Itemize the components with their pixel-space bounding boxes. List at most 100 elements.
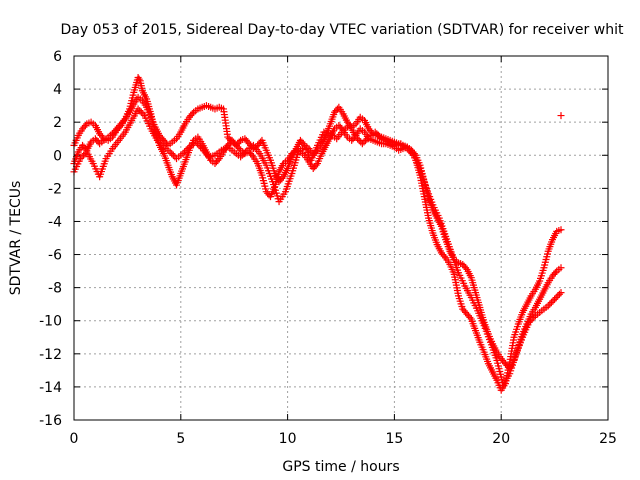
data-point (466, 313, 474, 321)
data-point (530, 313, 538, 321)
x-axis-title: GPS time / hours (282, 459, 399, 475)
data-point (408, 150, 416, 158)
x-tick-label: 25 (599, 431, 617, 447)
data-point (525, 318, 533, 326)
data-point (166, 148, 174, 156)
data-point (136, 107, 144, 115)
data-point (153, 136, 161, 144)
data-point (137, 108, 145, 116)
data-point (555, 290, 563, 298)
data-point (363, 135, 371, 143)
data-point (406, 148, 414, 156)
y-tick-label: -10 (39, 314, 62, 330)
data-point (169, 151, 177, 159)
data-point (116, 123, 124, 131)
y-tick-label: 6 (53, 49, 62, 65)
data-point (557, 112, 565, 120)
data-point (240, 150, 248, 158)
data-point (544, 302, 552, 310)
data-point (554, 292, 562, 300)
data-point (352, 133, 360, 141)
data-point (193, 140, 201, 148)
x-tick-label: 10 (279, 431, 297, 447)
data-point (139, 110, 147, 118)
data-point (248, 151, 256, 159)
data-point (557, 226, 565, 234)
y-tick-label: -2 (48, 181, 62, 197)
data-point (405, 146, 413, 154)
data-point (354, 135, 362, 143)
y-tick-label: 0 (53, 148, 62, 164)
x-tick-label: 15 (385, 431, 403, 447)
data-point (376, 133, 384, 141)
y-axis-title: SDTVAR / TECUs (8, 181, 24, 296)
data-point (278, 174, 286, 182)
data-point (237, 153, 245, 161)
y-tick-label: -6 (48, 248, 62, 264)
data-point (557, 264, 565, 272)
data-point (374, 131, 382, 139)
data-point (80, 151, 88, 159)
data-point (235, 138, 243, 146)
data-marks (70, 74, 565, 394)
y-tick-label: -16 (39, 413, 62, 429)
data-point (214, 156, 222, 164)
data-point (551, 269, 559, 277)
data-point (241, 148, 249, 156)
chart-title: Day 053 of 2015, Sidereal Day-to-day VTE… (61, 22, 624, 38)
data-point (227, 136, 235, 144)
data-point (81, 121, 89, 129)
data-point (155, 138, 163, 146)
data-point (403, 145, 411, 153)
data-point (134, 105, 142, 113)
data-point (551, 295, 559, 303)
data-point (547, 299, 555, 307)
data-point (98, 133, 106, 141)
data-point (78, 153, 86, 161)
data-point (355, 136, 363, 144)
y-tick-label: -14 (39, 380, 62, 396)
x-tick-label: 20 (492, 431, 510, 447)
data-point (181, 148, 189, 156)
data-point (527, 317, 535, 325)
data-point (168, 150, 176, 158)
data-point (188, 110, 196, 118)
data-point (360, 138, 368, 146)
x-tick-label: 0 (70, 431, 79, 447)
y-tick-label: -4 (48, 214, 62, 230)
data-point (197, 143, 205, 151)
x-tick-labels: 0 5 10 15 20 25 (70, 431, 617, 447)
data-point (546, 300, 554, 308)
plot-frame (73, 55, 609, 421)
y-tick-label: 4 (53, 82, 62, 98)
data-point (157, 140, 165, 148)
data-point (557, 289, 565, 297)
data-point (76, 155, 84, 163)
data-point (549, 297, 557, 305)
data-point (195, 141, 203, 149)
data-point (528, 315, 536, 323)
y-tick-label: -8 (48, 281, 62, 297)
y-tick-labels: -16 -14 -12 -10 -8 -6 -4 -2 0 2 4 6 (39, 49, 62, 429)
data-point (373, 130, 381, 138)
data-point (135, 75, 143, 83)
data-point (158, 141, 166, 149)
data-point (371, 128, 379, 136)
y-tick-label: -12 (39, 347, 62, 363)
data-point (440, 252, 448, 260)
data-point (358, 140, 366, 148)
data-point (299, 140, 307, 148)
data-point (462, 264, 470, 272)
data-point (182, 146, 190, 154)
data-point (192, 138, 200, 146)
data-point (238, 151, 246, 159)
data-point (362, 136, 370, 144)
data-point (312, 161, 320, 169)
x-tick-label: 5 (176, 431, 185, 447)
data-point (179, 150, 187, 158)
data-point (552, 294, 560, 302)
y-tick-label: 2 (53, 115, 62, 131)
data-point (184, 145, 192, 153)
